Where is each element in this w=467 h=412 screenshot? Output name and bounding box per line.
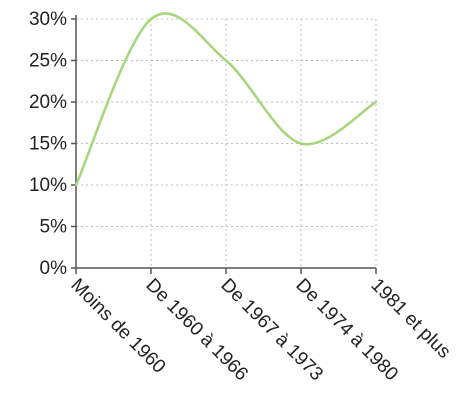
y-tick-label: 15% (29, 134, 67, 155)
y-tick-label: 5% (40, 217, 68, 238)
y-axis-ticks: 0% 5% 10% 15% 20% 25% 30% (29, 9, 76, 279)
y-tick-label: 20% (29, 92, 67, 113)
y-tick-label: 0% (40, 258, 68, 279)
series-line (74, 12, 378, 187)
y-tick-label: 10% (29, 175, 67, 196)
series (74, 12, 378, 187)
grid (76, 18, 377, 268)
y-tick-label: 25% (29, 51, 67, 72)
y-tick-label: 30% (29, 9, 67, 30)
